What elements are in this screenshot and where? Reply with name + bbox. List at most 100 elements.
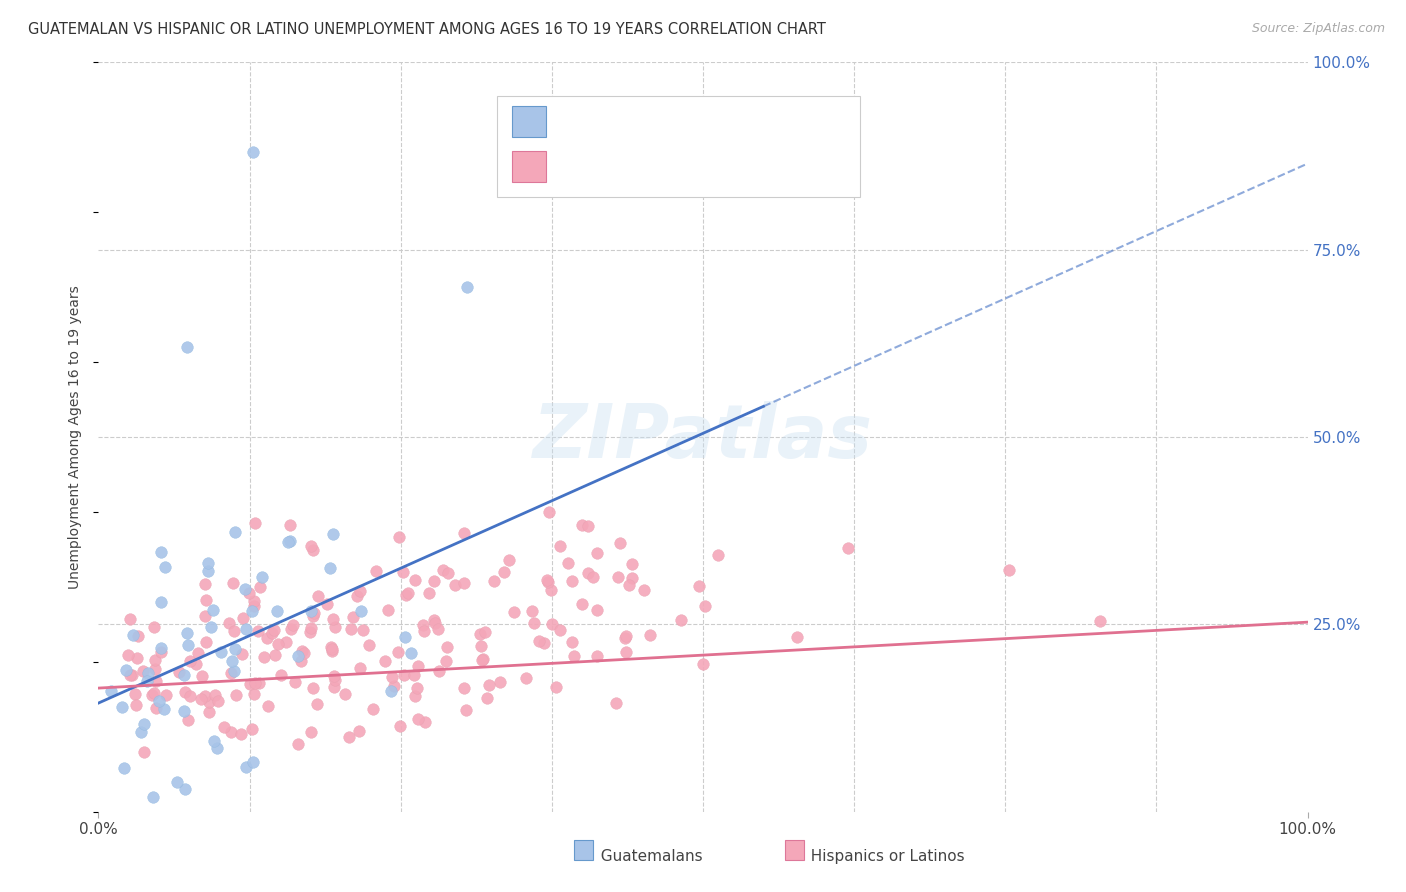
Point [396, 586, 419, 600]
Point [111, 699, 134, 714]
Point [321, 644, 343, 658]
Point [423, 574, 446, 589]
Point [389, 719, 412, 733]
Point [118, 668, 141, 682]
Point [322, 612, 344, 626]
Point [523, 616, 546, 631]
Point [453, 575, 475, 590]
Point [585, 603, 607, 617]
Point [176, 340, 198, 354]
Point [335, 687, 357, 701]
Point [307, 589, 329, 603]
Point [235, 760, 257, 774]
Point [437, 566, 460, 581]
Point [290, 654, 312, 668]
Point [515, 671, 537, 685]
Point [243, 599, 266, 613]
Point [149, 545, 172, 559]
Point [134, 717, 156, 731]
Point [418, 586, 440, 600]
Point [150, 595, 173, 609]
Point [132, 745, 155, 759]
Point [243, 676, 266, 690]
Point [287, 737, 309, 751]
Point [323, 673, 346, 688]
Point [260, 626, 283, 640]
Point [252, 569, 274, 583]
Point [339, 622, 361, 636]
Point [561, 574, 583, 588]
Point [342, 610, 364, 624]
Point [578, 519, 600, 533]
Point [316, 597, 339, 611]
Point [413, 624, 436, 639]
Text: N = 198: N = 198 [699, 153, 762, 168]
Point [145, 662, 167, 676]
Bar [512, 106, 546, 137]
Point [232, 611, 254, 625]
Point [536, 574, 558, 588]
Point [136, 674, 159, 689]
Bar [574, 840, 593, 860]
Point [242, 145, 264, 160]
Point [1088, 614, 1111, 628]
Point [233, 582, 256, 596]
Point [537, 574, 560, 589]
Point [786, 630, 808, 644]
Point [117, 648, 139, 662]
Point [249, 580, 271, 594]
Point [221, 665, 243, 680]
Point [142, 620, 165, 634]
Point [607, 570, 630, 584]
Point [380, 683, 402, 698]
Point [257, 698, 280, 713]
Point [837, 541, 859, 555]
Y-axis label: Unemployment Among Ages 16 to 19 years: Unemployment Among Ages 16 to 19 years [69, 285, 83, 589]
Point [218, 615, 240, 630]
Point [299, 725, 322, 739]
Point [197, 556, 219, 570]
Point [142, 789, 165, 804]
Point [412, 618, 434, 632]
Point [143, 686, 166, 700]
Point [284, 675, 307, 690]
Point [423, 613, 446, 627]
Point [194, 690, 217, 704]
Point [498, 553, 520, 567]
Point [322, 527, 344, 541]
Point [167, 665, 190, 680]
Point [614, 629, 637, 643]
Point [423, 615, 446, 630]
Point [222, 664, 245, 678]
FancyBboxPatch shape [498, 96, 860, 197]
Point [149, 645, 172, 659]
Point [562, 648, 585, 663]
Point [478, 678, 501, 692]
Point [224, 641, 246, 656]
Point [609, 536, 631, 550]
Point [256, 631, 278, 645]
Point [349, 583, 371, 598]
Point [225, 688, 247, 702]
Point [222, 575, 245, 590]
Point [125, 698, 148, 712]
Point [391, 565, 413, 579]
Point [582, 570, 605, 584]
Point [212, 720, 235, 734]
Point [540, 582, 562, 597]
Point [319, 561, 342, 575]
Point [173, 704, 195, 718]
Point [287, 649, 309, 664]
Point [520, 604, 543, 618]
Point [240, 604, 263, 618]
Point [243, 516, 266, 530]
Point [408, 712, 430, 726]
Point [541, 616, 564, 631]
Point [350, 604, 373, 618]
Point [221, 654, 243, 668]
Point [614, 645, 637, 659]
Point [299, 621, 322, 635]
Point [387, 645, 409, 659]
Point [231, 647, 253, 661]
Point [127, 629, 149, 643]
